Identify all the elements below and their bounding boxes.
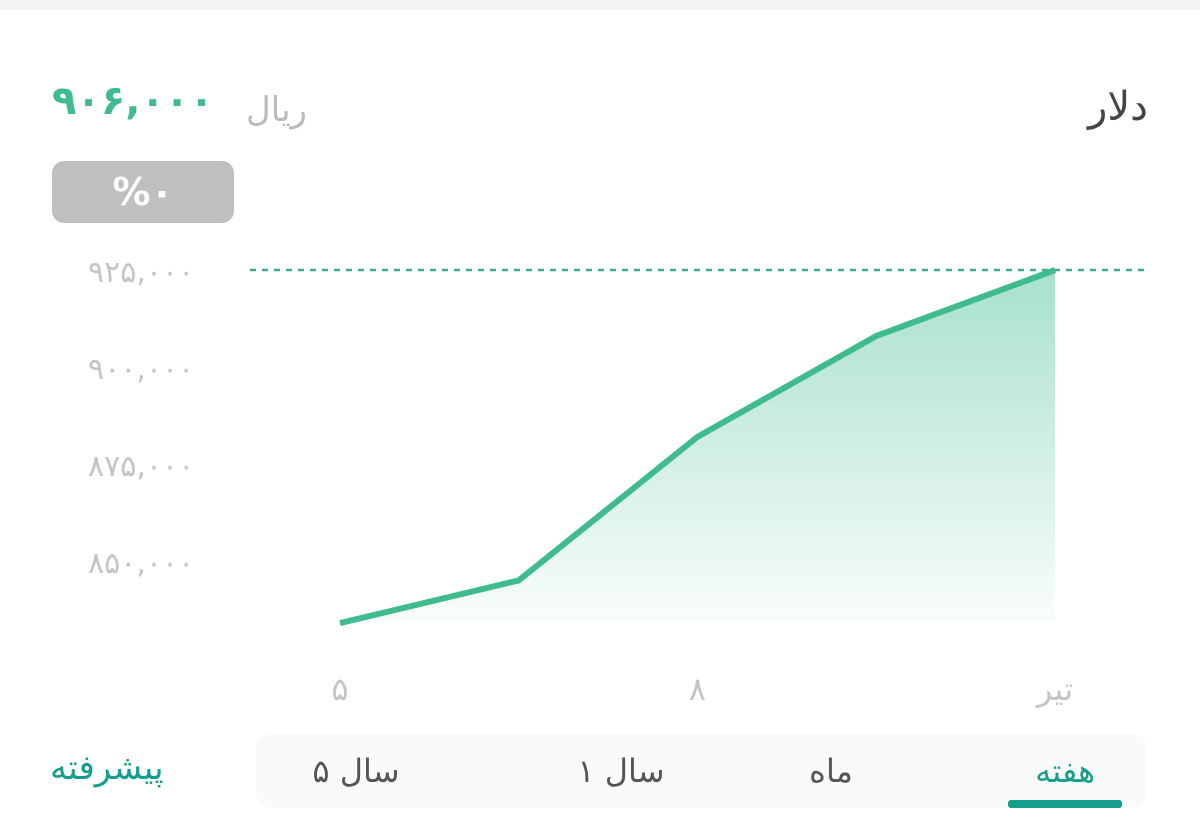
tab-label: هفته — [1035, 752, 1095, 790]
x-tick-label: ۵ — [331, 670, 348, 708]
y-tick-label: ۹۰۰,۰۰۰ — [88, 352, 194, 387]
top-bar — [0, 0, 1200, 10]
change-badge: %۰ — [52, 161, 234, 223]
x-tick-label: ۸ — [689, 670, 706, 708]
price-chart: ۹۲۵,۰۰۰ ۹۰۰,۰۰۰ ۸۷۵,۰۰۰ ۸۵۰,۰۰۰ ۵ ۸ تیر — [88, 255, 1145, 708]
tab-label: ۵ سال — [312, 752, 400, 790]
y-tick-label: ۸۵۰,۰۰۰ — [88, 546, 194, 581]
currency-unit: ریال — [246, 90, 307, 130]
current-price: ۹۰۶,۰۰۰ — [52, 78, 214, 124]
advanced-link[interactable]: پیشرفته — [50, 748, 164, 788]
tab-5-years[interactable]: ۵ سال — [276, 734, 436, 808]
tab-label: ماه — [809, 752, 853, 790]
asset-title: دلار — [1088, 84, 1148, 130]
price-line — [339, 267, 1057, 626]
tab-1-year[interactable]: ۱ سال — [516, 734, 726, 808]
tab-week[interactable]: هفته — [1008, 734, 1122, 808]
tab-label: ۱ سال — [577, 752, 665, 790]
x-tick-label: تیر — [1035, 670, 1073, 708]
tab-month[interactable]: ماه — [776, 734, 886, 808]
period-tabs: ۵ سال ۱ سال ماه هفته — [256, 734, 1146, 808]
active-tab-indicator — [1008, 800, 1122, 808]
y-tick-label: ۹۲۵,۰۰۰ — [88, 255, 194, 290]
y-tick-label: ۸۷۵,۰۰۰ — [88, 449, 194, 484]
area-fill — [340, 270, 1055, 624]
